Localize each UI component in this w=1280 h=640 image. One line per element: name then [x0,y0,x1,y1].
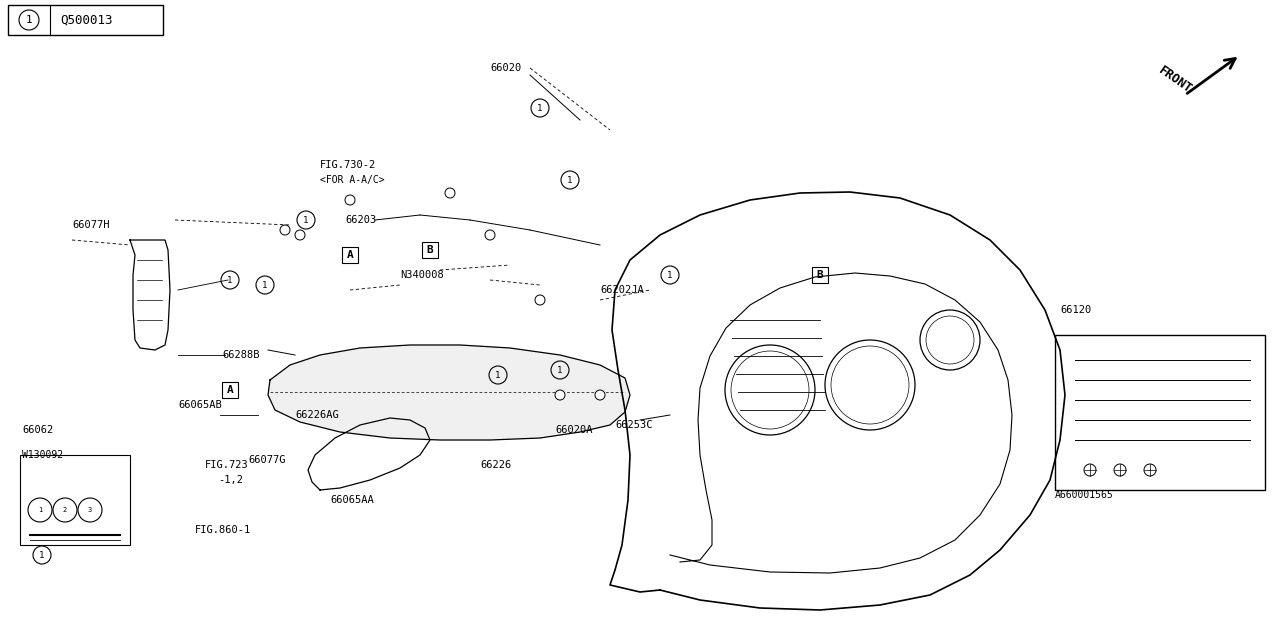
Circle shape [280,225,291,235]
Text: B: B [817,270,823,280]
Text: 66077G: 66077G [248,455,285,465]
Text: A: A [347,250,353,260]
Text: 1: 1 [228,275,233,285]
Text: 1: 1 [26,15,32,25]
Text: 1: 1 [538,104,543,113]
Text: A: A [227,385,233,395]
Text: FIG.723: FIG.723 [205,460,248,470]
Circle shape [556,390,564,400]
Text: 66020A: 66020A [556,425,593,435]
Circle shape [294,230,305,240]
Text: 66062: 66062 [22,425,54,435]
Text: 2: 2 [63,507,67,513]
Bar [221,382,238,398]
Text: 66203: 66203 [346,215,376,225]
Bar [1055,335,1265,490]
Text: 1: 1 [557,365,563,374]
Text: 1: 1 [40,550,45,559]
Text: <FOR A-A/C>: <FOR A-A/C> [320,175,384,185]
Text: FIG.730-2: FIG.730-2 [320,160,376,170]
Bar [342,247,358,263]
Circle shape [535,295,545,305]
Text: 1: 1 [667,271,673,280]
Bar [20,455,131,545]
Text: A660001565: A660001565 [1055,490,1114,500]
Text: 1: 1 [303,216,308,225]
Text: 66288B: 66288B [221,350,260,360]
Text: -1,2: -1,2 [218,475,243,485]
Circle shape [445,188,454,198]
Bar [422,242,438,258]
Text: 66226: 66226 [480,460,511,470]
Circle shape [346,195,355,205]
Text: 66020: 66020 [490,63,521,73]
Bar [8,5,163,35]
Text: 66226AG: 66226AG [294,410,339,420]
Text: 66253C: 66253C [614,420,653,430]
Polygon shape [268,345,630,440]
Text: N340008: N340008 [401,270,444,280]
Text: 3: 3 [88,507,92,513]
Text: 1: 1 [262,280,268,289]
Text: FRONT: FRONT [1156,64,1194,96]
Text: FIG.860-1: FIG.860-1 [195,525,251,535]
Text: 66077H: 66077H [72,220,110,230]
Text: 66202JA: 66202JA [600,285,644,295]
Circle shape [595,390,605,400]
Circle shape [485,230,495,240]
Text: 1: 1 [567,175,572,184]
Text: 66065AA: 66065AA [330,495,374,505]
Bar [812,267,828,283]
Text: 66120: 66120 [1060,305,1092,315]
Text: 1: 1 [38,507,42,513]
Text: 66065AB: 66065AB [178,400,221,410]
Text: W130092: W130092 [22,450,63,460]
Text: B: B [426,245,434,255]
Text: 1: 1 [495,371,500,380]
Text: Q500013: Q500013 [60,13,113,26]
